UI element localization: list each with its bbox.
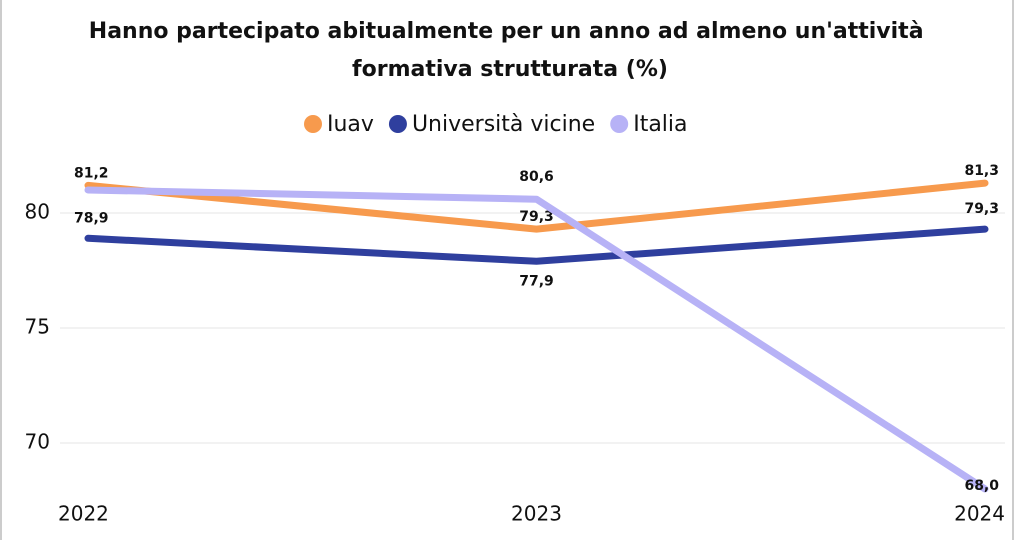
data-label: 81,3: [964, 163, 999, 179]
x-tick-label: 2024: [954, 502, 1005, 526]
legend-marker: [304, 115, 322, 133]
data-label: 78,9: [74, 210, 109, 226]
legend-label: Italia: [633, 112, 687, 137]
y-tick-label: 75: [25, 315, 50, 339]
legend-marker: [388, 115, 407, 133]
x-tick-label: 2023: [511, 502, 562, 526]
series-line: [84, 179, 989, 233]
y-tick-label: 80: [25, 200, 50, 224]
series-line: [84, 186, 989, 493]
x-tick-label: 2022: [58, 502, 109, 526]
title-line-2: formativa strutturata (%): [352, 57, 668, 82]
data-label: 68,0: [964, 478, 999, 494]
series-line: [84, 225, 989, 265]
legend-label: Iuav: [327, 112, 374, 137]
legend-label: Università vicine: [412, 112, 595, 137]
data-label: 81,2: [74, 165, 109, 181]
data-label: 79,3: [964, 201, 999, 217]
legend-marker: [610, 115, 629, 133]
data-label: 80,6: [519, 169, 554, 185]
chart-title: Hanno partecipato abitualmente per un an…: [89, 19, 931, 82]
data-label: 77,9: [519, 273, 554, 289]
data-label: 79,3: [519, 209, 554, 225]
y-tick-label: 70: [25, 430, 50, 454]
title-line-1: Hanno partecipato abitualmente per un an…: [89, 19, 924, 44]
